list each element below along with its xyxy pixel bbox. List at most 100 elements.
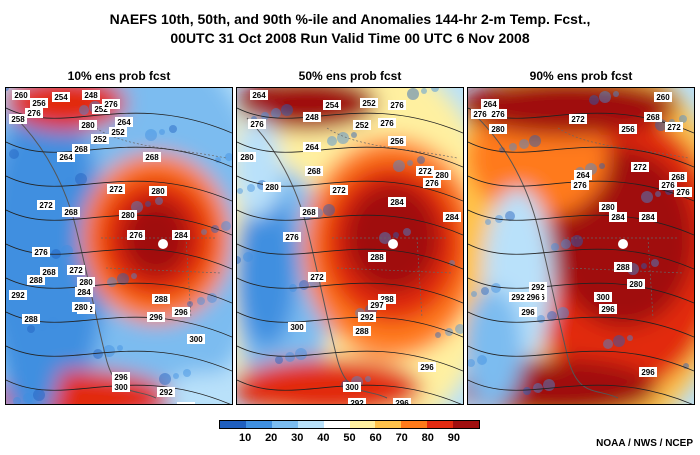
color-scale-label: 20 (265, 432, 278, 444)
anomaly-speck (159, 373, 171, 385)
anomaly-speck (641, 263, 647, 269)
contour-label: 254 (52, 92, 70, 102)
svg-text:296: 296 (395, 399, 409, 404)
anomaly-speck (145, 201, 151, 207)
anomaly-speck (145, 129, 157, 141)
svg-text:272: 272 (310, 273, 324, 282)
isotherm-line (237, 141, 463, 168)
svg-text:276: 276 (473, 110, 487, 119)
svg-text:296: 296 (601, 305, 615, 314)
contour-label: 292 (348, 398, 366, 404)
contour-label: 268 (143, 152, 161, 162)
contour-label: 292 (9, 290, 27, 300)
contour-label: 296 (393, 398, 411, 404)
svg-text:252: 252 (355, 121, 369, 130)
svg-text:288: 288 (154, 295, 168, 304)
contour-label: 272 (569, 114, 587, 124)
location-marker (618, 239, 628, 249)
svg-text:252: 252 (94, 105, 108, 114)
contour-label: 268 (305, 166, 323, 176)
contour-label: 280 (149, 186, 167, 196)
contour-label: 272 (308, 272, 326, 282)
contour-label: 264 (303, 142, 321, 152)
svg-text:276: 276 (27, 109, 41, 118)
panel-label-50: 50% ens prob fcst (298, 69, 402, 83)
svg-text:268: 268 (307, 167, 321, 176)
contour-label: 276 (32, 247, 50, 257)
anomaly-speck (421, 88, 427, 94)
svg-text:288: 288 (370, 253, 384, 262)
color-scale-label: 90 (447, 432, 461, 444)
isotherm-line (237, 175, 463, 202)
contour-label: 280 (599, 202, 617, 212)
contour-label: 276 (102, 99, 120, 109)
contour-label: 254 (323, 100, 341, 110)
color-swatch (375, 421, 402, 428)
anomaly-speck (445, 328, 453, 336)
svg-text:268: 268 (42, 268, 56, 277)
svg-text:272: 272 (69, 266, 83, 275)
anomaly-speck (509, 143, 517, 151)
anomaly-speck (243, 252, 253, 262)
color-scale-label: 80 (421, 432, 434, 444)
svg-text:296: 296 (149, 313, 163, 322)
contour-label: 256 (388, 136, 406, 146)
isotherm-line (468, 345, 694, 372)
color-swatch (401, 421, 428, 428)
contour-label: 252 (92, 104, 110, 114)
svg-text:280: 280 (601, 203, 615, 212)
contour-label: 300 (288, 322, 306, 332)
color-swatch (297, 421, 324, 428)
contour-label: 280 (119, 210, 137, 220)
svg-text:248: 248 (305, 113, 319, 122)
contour-label: 248 (303, 112, 321, 122)
svg-text:268: 268 (74, 145, 88, 154)
isotherm-line (237, 243, 463, 270)
svg-text:268: 268 (302, 208, 316, 217)
svg-text:268: 268 (145, 153, 159, 162)
contour-label: 300 (112, 382, 130, 392)
contour-label: 268 (644, 112, 662, 122)
svg-text:296: 296 (174, 308, 188, 317)
anomaly-speck (519, 139, 529, 149)
svg-text:276: 276 (34, 248, 48, 257)
svg-text:256: 256 (390, 137, 404, 146)
contour-label: 268 (72, 144, 90, 154)
coastline (477, 117, 619, 399)
anomaly-speck (337, 132, 349, 144)
contour-label: 276 (423, 178, 441, 188)
contour-label: 296 (599, 304, 617, 314)
anomaly-speck (449, 260, 455, 266)
isotherm-line (6, 379, 231, 404)
contour-label: 300 (594, 292, 612, 302)
isotherm-line (237, 345, 463, 372)
contour-label: 272 (107, 184, 125, 194)
svg-text:264: 264 (483, 100, 497, 109)
isotherm-line (237, 107, 463, 134)
svg-text:254: 254 (325, 101, 339, 110)
contour-label: 288 (22, 314, 40, 324)
color-scale-label: 50 (343, 432, 356, 444)
anomaly-speck (393, 232, 399, 238)
svg-text:292: 292 (360, 313, 374, 322)
title-line-1: NAEFS 10th, 50th, and 90th %-ile and Ano… (109, 11, 591, 27)
isotherm-line (6, 209, 232, 236)
contour-label: 264 (115, 117, 133, 127)
anomaly-speck (613, 91, 619, 97)
svg-text:256: 256 (621, 125, 635, 134)
contour-label: 272 (330, 185, 348, 195)
svg-text:252: 252 (362, 99, 376, 108)
svg-text:248: 248 (84, 91, 98, 100)
anomaly-speck (117, 345, 123, 351)
anomaly-speck (407, 160, 413, 166)
svg-text:288: 288 (355, 327, 369, 336)
svg-text:280: 280 (121, 211, 135, 220)
svg-text:292: 292 (11, 291, 25, 300)
svg-text:296: 296 (521, 308, 535, 317)
isotherm-line (468, 175, 694, 202)
anomaly-speck (61, 245, 73, 257)
svg-text:272: 272 (571, 115, 585, 124)
svg-text:300: 300 (290, 323, 304, 332)
svg-text:280: 280 (74, 303, 88, 312)
contour-label: 272 (665, 122, 683, 132)
